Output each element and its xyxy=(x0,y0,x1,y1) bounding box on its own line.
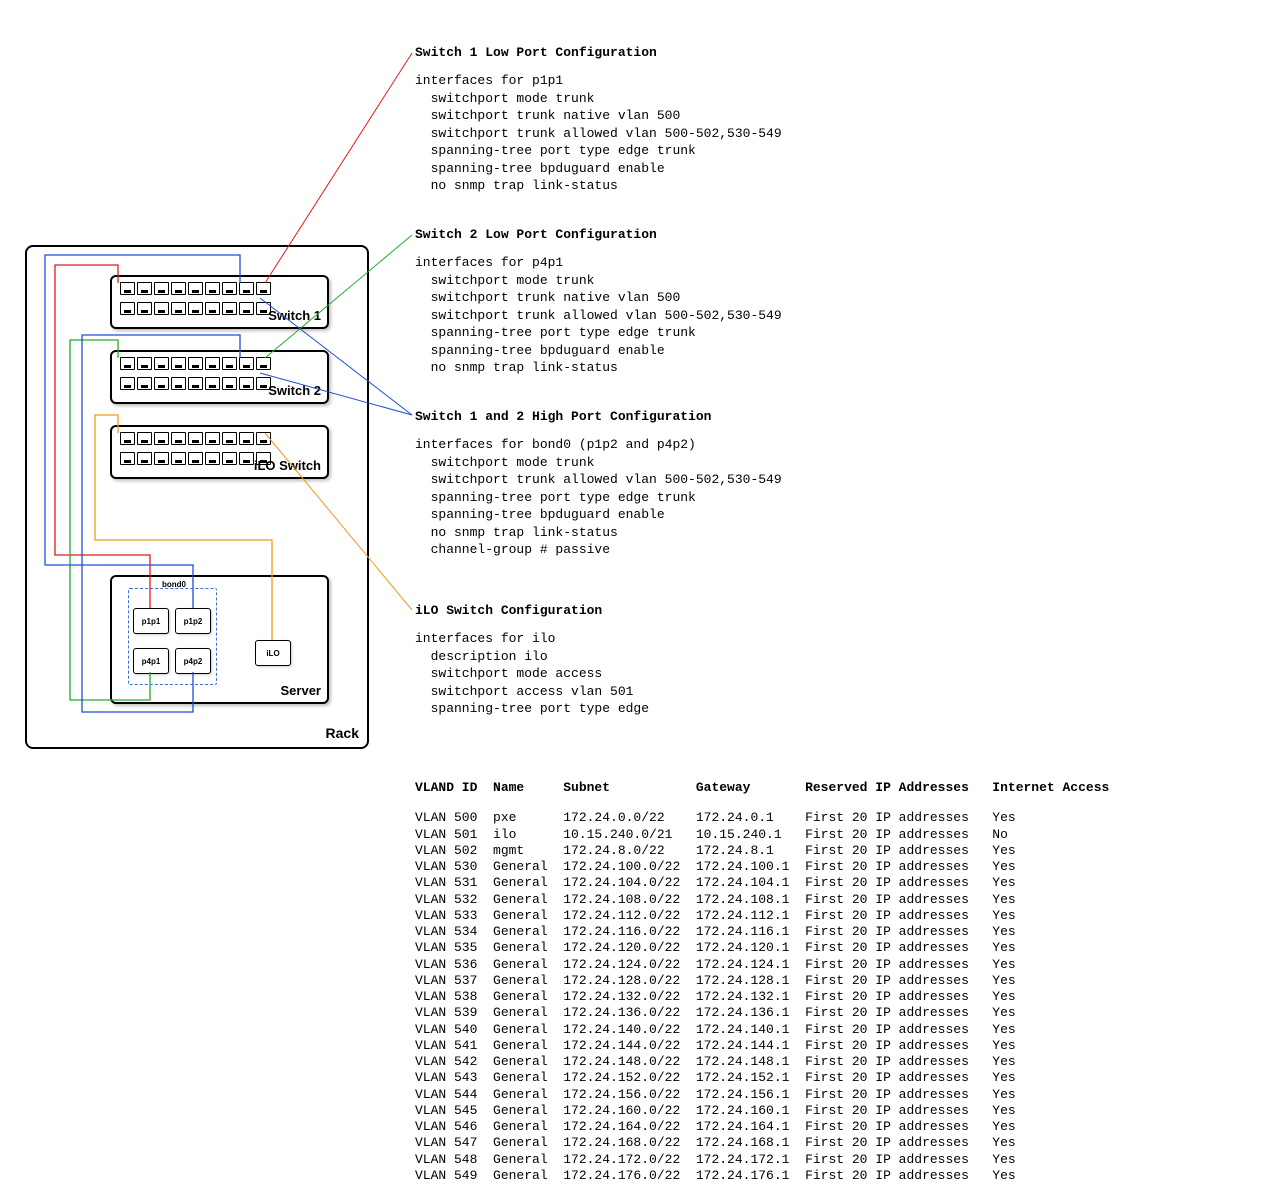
vlan-row: VLAN 547 General 172.24.168.0/22 172.24.… xyxy=(415,1135,1117,1151)
nic-p1p1: p1p1 xyxy=(133,608,169,634)
switch-port xyxy=(171,377,186,390)
page: Rack Switch 1 Switch 2 iLO Switch Server bon… xyxy=(0,0,1287,1154)
switch-port xyxy=(171,302,186,315)
config-title: Switch 2 Low Port Configuration xyxy=(415,227,657,242)
vlan-row: VLAN 533 General 172.24.112.0/22 172.24.… xyxy=(415,908,1117,924)
switch-port xyxy=(188,357,203,370)
vlan-row: VLAN 532 General 172.24.108.0/22 172.24.… xyxy=(415,892,1117,908)
switch-port xyxy=(205,357,220,370)
switch-port xyxy=(154,377,169,390)
vlan-row: VLAN 544 General 172.24.156.0/22 172.24.… xyxy=(415,1087,1117,1103)
config-body: interfaces for p1p1 switchport mode trun… xyxy=(415,72,782,195)
vlan-row: VLAN 500 pxe 172.24.0.0/22 172.24.0.1 Fi… xyxy=(415,810,1117,826)
vlan-row: VLAN 535 General 172.24.120.0/22 172.24.… xyxy=(415,940,1117,956)
switch-port xyxy=(188,432,203,445)
switch-port xyxy=(171,432,186,445)
switch-sw1: Switch 1 xyxy=(110,275,329,329)
switch-port xyxy=(239,452,254,465)
switch-port xyxy=(222,377,237,390)
switch-port xyxy=(120,432,135,445)
switch-port xyxy=(120,302,135,315)
switch-port xyxy=(205,377,220,390)
nic-p4p1: p4p1 xyxy=(133,648,169,674)
switch-port xyxy=(154,302,169,315)
switch-port xyxy=(239,432,254,445)
config-title: Switch 1 and 2 High Port Configuration xyxy=(415,409,711,424)
switch-port xyxy=(171,282,186,295)
config-body: interfaces for bond0 (p1p2 and p4p2) swi… xyxy=(415,436,782,559)
switch-port xyxy=(188,377,203,390)
config-title: iLO Switch Configuration xyxy=(415,603,602,618)
server-label: Server xyxy=(281,683,321,698)
switch-port xyxy=(222,357,237,370)
switch-label: Switch 1 xyxy=(268,308,321,323)
switch-port xyxy=(120,377,135,390)
vlan-row: VLAN 549 General 172.24.176.0/22 172.24.… xyxy=(415,1168,1117,1184)
vlan-table: VLAND ID Name Subnet Gateway Reserved IP… xyxy=(415,780,1117,1184)
vlan-row: VLAN 538 General 172.24.132.0/22 172.24.… xyxy=(415,989,1117,1005)
switch-port xyxy=(154,357,169,370)
vlan-row: VLAN 540 General 172.24.140.0/22 172.24.… xyxy=(415,1022,1117,1038)
switch-ilosw: iLO Switch xyxy=(110,425,329,479)
switch-port xyxy=(137,302,152,315)
switch-port xyxy=(171,357,186,370)
vlan-row: VLAN 501 ilo 10.15.240.0/21 10.15.240.1 … xyxy=(415,827,1117,843)
config-body: interfaces for ilo description ilo switc… xyxy=(415,630,649,718)
switch-sw2: Switch 2 xyxy=(110,350,329,404)
switch-port xyxy=(137,357,152,370)
switch-port xyxy=(222,302,237,315)
switch-port xyxy=(154,282,169,295)
rack-label: Rack xyxy=(326,725,359,741)
nic-ilo: iLO xyxy=(255,640,291,666)
switch-port xyxy=(205,302,220,315)
switch-port xyxy=(154,452,169,465)
switch-port xyxy=(137,282,152,295)
vlan-row: VLAN 541 General 172.24.144.0/22 172.24.… xyxy=(415,1038,1117,1054)
switch-port xyxy=(205,432,220,445)
switch-port xyxy=(120,357,135,370)
switch-port xyxy=(239,282,254,295)
switch-port xyxy=(239,302,254,315)
vlan-row: VLAN 502 mgmt 172.24.8.0/22 172.24.8.1 F… xyxy=(415,843,1117,859)
vlan-row: VLAN 542 General 172.24.148.0/22 172.24.… xyxy=(415,1054,1117,1070)
switch-port xyxy=(154,432,169,445)
switch-port xyxy=(239,377,254,390)
switch-port xyxy=(120,282,135,295)
nic-p4p2: p4p2 xyxy=(175,648,211,674)
switch-port xyxy=(137,377,152,390)
switch-port xyxy=(222,432,237,445)
switch-port xyxy=(205,282,220,295)
switch-port xyxy=(188,452,203,465)
switch-port xyxy=(137,432,152,445)
vlan-row: VLAN 530 General 172.24.100.0/22 172.24.… xyxy=(415,859,1117,875)
vlan-table-header: VLAND ID Name Subnet Gateway Reserved IP… xyxy=(415,780,1117,796)
nic-p1p2: p1p2 xyxy=(175,608,211,634)
config-body: interfaces for p4p1 switchport mode trun… xyxy=(415,254,782,377)
switch-label: Switch 2 xyxy=(268,383,321,398)
config-title: Switch 1 Low Port Configuration xyxy=(415,45,657,60)
switch-port xyxy=(120,452,135,465)
switch-port xyxy=(256,432,271,445)
vlan-row: VLAN 546 General 172.24.164.0/22 172.24.… xyxy=(415,1119,1117,1135)
vlan-row: VLAN 543 General 172.24.152.0/22 172.24.… xyxy=(415,1070,1117,1086)
switch-port xyxy=(205,452,220,465)
vlan-row: VLAN 539 General 172.24.136.0/22 172.24.… xyxy=(415,1005,1117,1021)
switch-label: iLO Switch xyxy=(254,458,321,473)
switch-port xyxy=(137,452,152,465)
vlan-row: VLAN 537 General 172.24.128.0/22 172.24.… xyxy=(415,973,1117,989)
vlan-row: VLAN 536 General 172.24.124.0/22 172.24.… xyxy=(415,957,1117,973)
vlan-row: VLAN 534 General 172.24.116.0/22 172.24.… xyxy=(415,924,1117,940)
switch-port xyxy=(222,282,237,295)
switch-port xyxy=(222,452,237,465)
switch-port xyxy=(239,357,254,370)
switch-port xyxy=(256,282,271,295)
vlan-row: VLAN 545 General 172.24.160.0/22 172.24.… xyxy=(415,1103,1117,1119)
bond-label: bond0 xyxy=(162,580,186,589)
switch-port xyxy=(171,452,186,465)
switch-port xyxy=(188,302,203,315)
vlan-row: VLAN 531 General 172.24.104.0/22 172.24.… xyxy=(415,875,1117,891)
switch-port xyxy=(256,357,271,370)
switch-port xyxy=(188,282,203,295)
